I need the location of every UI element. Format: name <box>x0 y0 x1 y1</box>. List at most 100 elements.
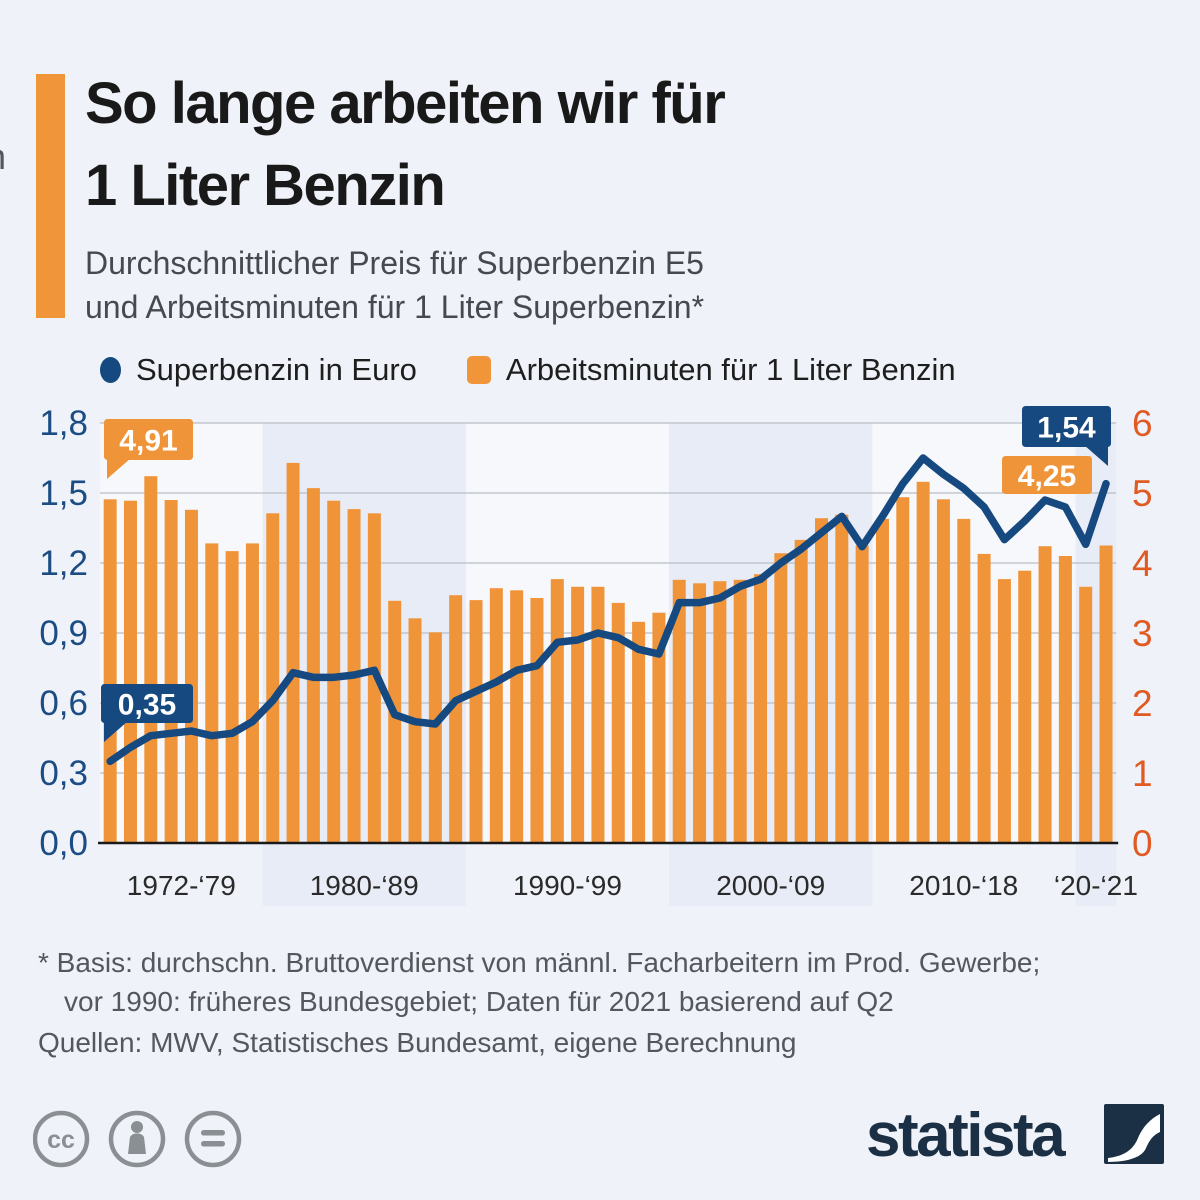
bar-1978 <box>225 551 239 843</box>
right-axis-tick: 0 <box>1132 823 1153 864</box>
bar-2011 <box>896 497 910 843</box>
bar-1990 <box>469 600 483 843</box>
bar-2012 <box>916 481 930 843</box>
subtitle-line-2: und Arbeitsminuten für 1 Liter Superbenz… <box>85 289 705 325</box>
attribution-icon <box>108 1110 166 1168</box>
statista-logo: statista <box>866 1101 1066 1170</box>
svg-text:0,35: 0,35 <box>118 689 176 722</box>
cc-icon <box>33 1110 90 1168</box>
bar-2007 <box>815 518 829 843</box>
svg-text:4,91: 4,91 <box>119 425 177 458</box>
page-title: So lange arbeiten wir für 1 Liter Benzin <box>85 63 726 227</box>
bar-1994 <box>550 579 564 843</box>
subtitle: Durchschnittlicher Preis für Superbenzin… <box>85 241 704 329</box>
bar-1987 <box>408 618 422 843</box>
equals-glyph <box>201 1130 225 1147</box>
callout-0-35: 0,35 <box>101 684 193 742</box>
legend-label-line: Superbenzin in Euro <box>136 352 417 387</box>
svg-text:1,54: 1,54 <box>1037 412 1096 445</box>
source-line: Quellen: MWV, Statistisches Bundesamt, e… <box>38 1027 797 1058</box>
svg-text:4,25: 4,25 <box>1018 460 1076 493</box>
footnote-line-1: * Basis: durchschn. Bruttoverdienst von … <box>38 947 1041 978</box>
x-label-1990: 1990-‘99 <box>513 870 622 901</box>
subtitle-line-1: Durchschnittlicher Preis für Superbenzin… <box>85 245 704 281</box>
left-axis-tick: 0,9 <box>39 614 88 653</box>
legend-item-bar: Arbeitsminuten für 1 Liter Benzin <box>466 352 956 388</box>
bar-2001 <box>693 583 707 843</box>
cc-letters: cc <box>47 1126 75 1154</box>
bar-1975 <box>164 500 178 843</box>
left-axis-tick: 0,0 <box>39 824 88 863</box>
cc-license-icons: cc <box>33 1110 242 1168</box>
clipped-letter-artifact: n <box>0 136 6 178</box>
bar-2020 <box>1079 586 1093 843</box>
bar-2002 <box>713 581 727 843</box>
bar-2018 <box>1038 546 1052 843</box>
bar-1972 <box>103 499 117 843</box>
x-label-2000: 2000-‘09 <box>716 870 825 901</box>
bar-series-marker-icon <box>466 356 491 384</box>
x-label-2020: ‘20-‘21 <box>1054 870 1138 901</box>
no-derivatives-icon <box>184 1110 242 1168</box>
bar-2017 <box>1018 570 1032 843</box>
bar-1989 <box>449 595 463 843</box>
bar-2000 <box>672 579 686 843</box>
left-axis-tick: 1,8 <box>39 404 88 443</box>
bar-1996 <box>591 586 605 843</box>
title-line-2: 1 Liter Benzin <box>85 153 446 218</box>
bar-2014 <box>957 518 971 843</box>
callout-4-25: 4,25 <box>1002 456 1092 494</box>
right-axis-tick: 5 <box>1132 473 1153 514</box>
bar-1973 <box>123 500 137 843</box>
bar-2016 <box>997 579 1011 843</box>
bar-1993 <box>530 598 544 843</box>
bar-1988 <box>428 632 442 843</box>
bar-2021 <box>1099 545 1113 843</box>
left-axis-tick: 0,3 <box>39 754 88 793</box>
callout-4-91: 4,91 <box>104 419 193 479</box>
bar-1986 <box>388 600 402 843</box>
bar-2004 <box>754 574 768 843</box>
right-axis-tick: 3 <box>1132 613 1153 654</box>
bar-1998 <box>632 621 646 843</box>
bar-2006 <box>794 539 808 843</box>
bar-1999 <box>652 612 666 843</box>
right-axis-tick: 4 <box>1132 543 1153 584</box>
bar-1976 <box>184 509 198 843</box>
bar-1991 <box>489 588 503 843</box>
bar-2005 <box>774 553 788 843</box>
bar-1983 <box>327 500 341 843</box>
bar-1982 <box>306 488 320 843</box>
bar-2013 <box>936 499 950 843</box>
right-axis-tick: 1 <box>1132 753 1153 794</box>
bar-2019 <box>1058 556 1072 843</box>
person-glyph <box>128 1121 146 1154</box>
bar-2003 <box>733 579 747 843</box>
bar-2010 <box>875 518 889 843</box>
callout-1-54: 1,54 <box>1022 406 1111 466</box>
bar-1992 <box>510 590 524 843</box>
bar-1974 <box>144 476 158 843</box>
legend-label-bar: Arbeitsminuten für 1 Liter Benzin <box>505 352 956 387</box>
bar-2009 <box>855 545 869 843</box>
legend-item-line: Superbenzin in Euro <box>100 352 417 388</box>
bar-2015 <box>977 553 991 843</box>
bar-1995 <box>571 586 585 843</box>
bar-2008 <box>835 514 849 843</box>
bar-1977 <box>205 543 219 843</box>
chart-legend: Superbenzin in Euro Arbeitsminuten für 1… <box>100 352 956 388</box>
x-label-1972: 1972-‘79 <box>127 870 236 901</box>
left-axis-tick: 1,2 <box>39 544 88 583</box>
x-label-1980: 1980-‘89 <box>310 870 419 901</box>
bar-1979 <box>245 543 259 843</box>
footnote-line-2: vor 1990: früheres Bundesgebiet; Daten f… <box>64 986 894 1017</box>
left-axis-tick: 1,5 <box>39 474 88 513</box>
price-line <box>106 454 1110 766</box>
right-axis-tick: 2 <box>1132 683 1153 724</box>
title-accent-bar <box>36 74 65 318</box>
combo-chart: 1,8 1,5 1,2 0,9 0,6 0,3 0,0 6 5 4 3 2 1 0 1972-‘79 1980… <box>39 403 1153 906</box>
bar-1997 <box>611 602 625 843</box>
x-label-2010: 2010-‘18 <box>909 870 1018 901</box>
title-line-1: So lange arbeiten wir für <box>85 71 726 136</box>
